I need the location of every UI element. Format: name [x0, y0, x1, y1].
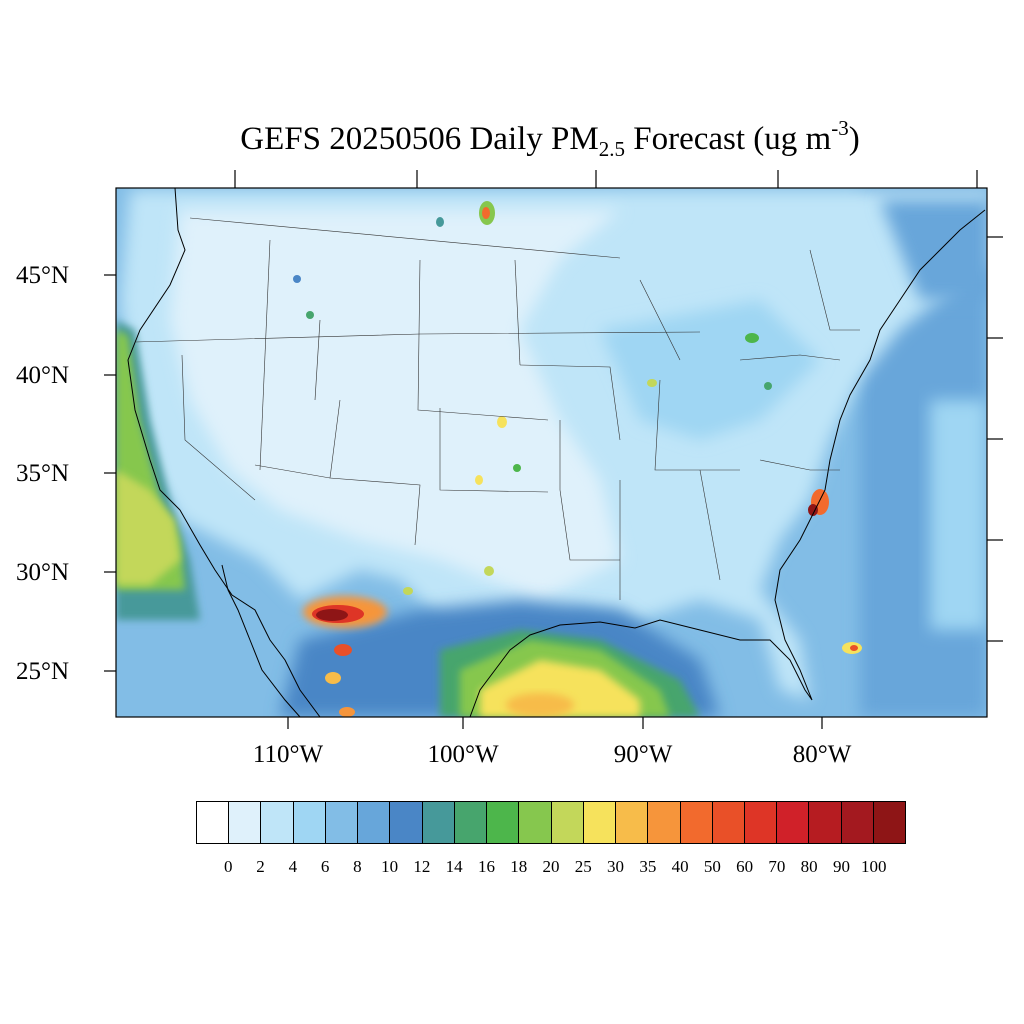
- colorbar-swatch: [454, 802, 488, 843]
- colorbar-label: 80: [800, 857, 818, 876]
- colorbar-swatch: [358, 802, 391, 843]
- lon-label-90w: 90°W: [613, 741, 673, 768]
- colorbar-label: 8: [353, 857, 362, 876]
- colorbar-label: 40: [671, 857, 689, 876]
- colorbar-swatch: [648, 802, 681, 843]
- colorbar-label: 12: [413, 857, 431, 876]
- colorbar-swatch: [841, 802, 874, 843]
- colorbar-label: 10: [381, 857, 399, 876]
- lat-label-25n: 25°N: [16, 658, 70, 685]
- title-subscript: 2.5: [598, 137, 625, 161]
- title-middle: Forecast (ug m: [625, 121, 832, 157]
- map-frame: [115, 187, 988, 718]
- pm25-field: [116, 188, 987, 717]
- lat-label-30n: 30°N: [16, 559, 70, 586]
- colorbar-swatch: [551, 802, 584, 843]
- colorbar-swatch: [680, 802, 713, 843]
- colorbar-label: 30: [607, 857, 625, 876]
- colorbar-label: 14: [445, 857, 463, 876]
- colorbar-swatch: [487, 802, 520, 843]
- lon-label-110w: 110°W: [252, 741, 324, 768]
- state-borders: [134, 217, 860, 600]
- colorbar-label: 4: [288, 857, 298, 876]
- colorbar-label: 6: [320, 857, 330, 876]
- axis-ticks: [104, 170, 1003, 729]
- coastlines: [127, 188, 986, 717]
- colorbar-swatch: [744, 802, 778, 843]
- colorbar-swatch: [712, 802, 745, 843]
- colorbar-swatch: [422, 802, 455, 843]
- colorbar-swatch: [519, 802, 552, 843]
- lat-label-35n: 35°N: [16, 460, 70, 487]
- map-title: GEFS 20250506 Daily PM2.5 Forecast (ug m…: [0, 116, 1024, 162]
- colorbar-swatch: [261, 802, 294, 843]
- colorbar-swatch: [293, 802, 326, 843]
- colorbar-swatch: [325, 802, 359, 843]
- colorbar-label: 2: [256, 857, 265, 876]
- colorbar-label: 90: [832, 857, 850, 876]
- colorbar-swatch: [777, 802, 810, 843]
- lat-label-40n: 40°N: [16, 362, 70, 389]
- colorbar-label: 20: [542, 857, 560, 876]
- colorbar-label: 60: [736, 857, 754, 876]
- colorbar-swatch: [229, 802, 262, 843]
- colorbar: [196, 801, 906, 844]
- colorbar-label: 70: [768, 857, 786, 876]
- colorbar-swatch: [197, 802, 230, 843]
- colorbar-label: 50: [703, 857, 721, 876]
- colorbar-label: 35: [639, 857, 657, 876]
- lon-label-80w: 80°W: [792, 741, 852, 768]
- title-prefix: GEFS 20250506 Daily PM: [240, 121, 599, 157]
- colorbar-swatch: [873, 802, 906, 843]
- colorbar-swatch: [809, 802, 842, 843]
- colorbar-label: 16: [477, 857, 495, 876]
- lat-label-45n: 45°N: [16, 262, 70, 289]
- colorbar-label: 25: [574, 857, 592, 876]
- colorbar-label: 18: [510, 857, 528, 876]
- title-suffix: ): [848, 121, 860, 157]
- colorbar-label: 0: [224, 857, 233, 876]
- title-superscript: -3: [831, 116, 849, 140]
- colorbar-swatch: [616, 802, 649, 843]
- colorbar-swatch: [583, 802, 617, 843]
- colorbar-label: 100: [860, 857, 887, 876]
- colorbar-swatch: [390, 802, 423, 843]
- lon-label-100w: 100°W: [427, 741, 499, 768]
